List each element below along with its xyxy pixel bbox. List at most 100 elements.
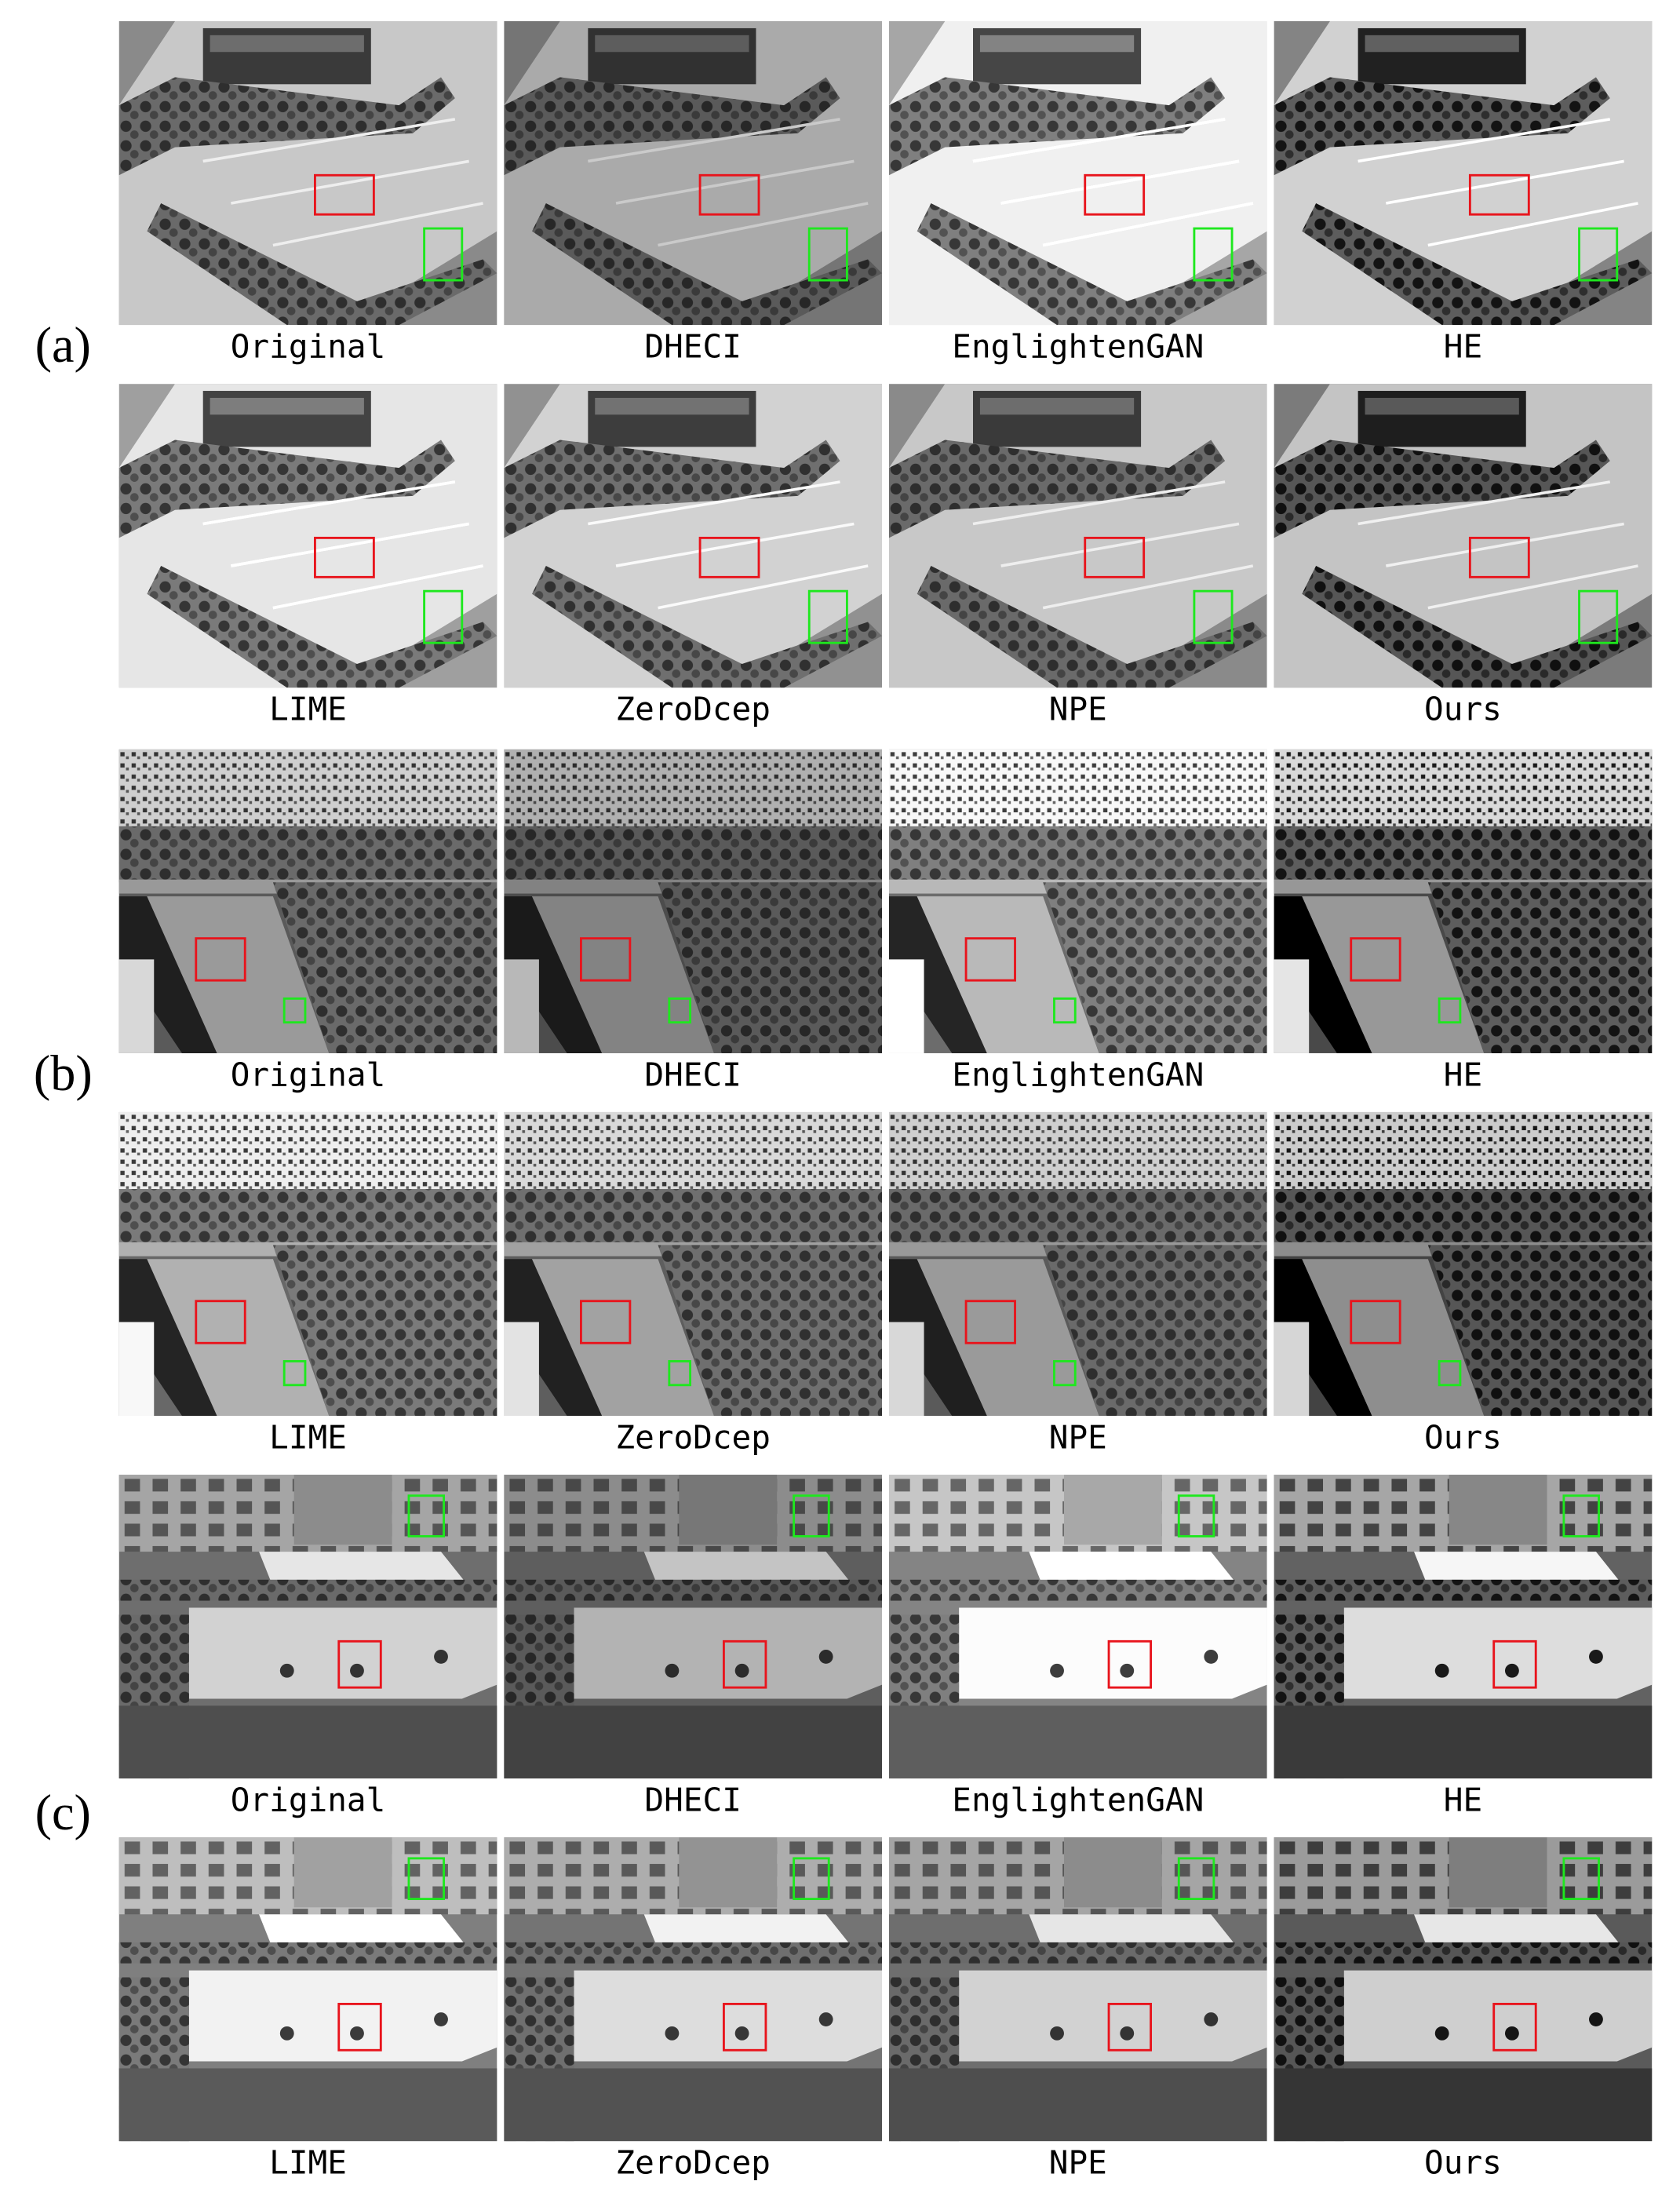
result-image [1274,1837,1653,2142]
group-label: (c) [35,1785,91,1840]
image-content [888,1111,1267,1417]
green-box [1177,1857,1215,1901]
red-box [698,536,760,578]
result-image [504,1837,883,2142]
caption: Original [231,1781,386,1818]
green-box [1562,1494,1600,1537]
red-box [580,1300,632,1344]
red-box [1468,173,1530,216]
result-image [1274,1474,1653,1779]
green-box [1438,1360,1462,1387]
caption: Ours [1424,1418,1502,1456]
red-box [1107,2002,1153,2052]
caption: EnglightenGAN [952,1056,1204,1093]
red-box [314,173,375,216]
caption: Original [231,1056,386,1093]
red-box [722,2002,767,2052]
caption: DHECI [644,1056,741,1093]
green-box [1438,997,1462,1024]
image-content [888,1474,1267,1779]
red-box [964,937,1016,982]
green-box [1578,227,1619,282]
group-label: (b) [34,1045,93,1101]
image-content [504,749,883,1053]
image-content [504,1837,883,2142]
red-box [1107,1639,1153,1689]
green-box [793,1857,830,1901]
image-content [1274,1111,1653,1417]
caption: DHECI [644,1781,741,1818]
green-box [1053,997,1077,1024]
caption: HE [1444,1056,1482,1093]
green-box [807,589,848,644]
green-box [1578,589,1619,644]
image-content [1274,1474,1653,1779]
caption: NPE [1049,691,1107,728]
result-image [504,749,883,1053]
caption: Ours [1424,691,1502,728]
caption: Ours [1424,2144,1502,2182]
image-content [888,1837,1267,2142]
green-box [282,1360,307,1387]
result-image [118,1474,497,1779]
result-image [118,749,497,1053]
result-image [118,1837,497,2142]
green-box [407,1857,446,1901]
result-image [888,1474,1267,1779]
caption: HE [1444,328,1482,366]
result-image [888,1837,1267,2142]
caption: LIME [269,691,347,728]
result-image [888,1111,1267,1417]
green-box [407,1494,446,1537]
red-box [1350,937,1401,982]
red-box [1492,1639,1537,1689]
red-box [1350,1300,1401,1344]
result-image [888,749,1267,1053]
green-box [668,1360,692,1387]
caption: EnglightenGAN [952,328,1204,366]
caption: ZeroDcep [615,691,771,728]
caption: HE [1444,1781,1482,1818]
red-box [1492,2002,1537,2052]
caption: NPE [1049,2144,1107,2182]
green-box [1177,1494,1215,1537]
red-box [964,1300,1016,1344]
red-box [698,173,760,216]
red-box [1468,536,1530,578]
red-box [722,1639,767,1689]
green-box [423,227,464,282]
caption: ZeroDcep [615,1418,771,1456]
result-image [504,1111,883,1417]
green-box [282,997,307,1024]
caption: LIME [269,1418,347,1456]
image-content [1274,1837,1653,2142]
image-content [118,1837,497,2142]
image-content [118,1474,497,1779]
caption: ZeroDcep [615,2144,771,2182]
image-content [118,1111,497,1417]
image-content [504,1474,883,1779]
green-box [1562,1857,1600,1901]
red-box [337,2002,382,2052]
image-content [118,749,497,1053]
red-box [1084,173,1146,216]
caption: LIME [269,2144,347,2182]
green-box [1193,589,1234,644]
image-content [888,749,1267,1053]
caption: DHECI [644,328,741,366]
green-box [423,589,464,644]
red-box [314,536,375,578]
green-box [1193,227,1234,282]
green-box [1053,1360,1077,1387]
result-image [504,1474,883,1779]
red-box [580,937,632,982]
red-box [337,1639,382,1689]
green-box [807,227,848,282]
red-box [195,937,246,982]
green-box [793,1494,830,1537]
caption: Original [231,328,386,366]
group-label: (a) [35,317,91,373]
image-content [504,1111,883,1417]
caption: NPE [1049,1418,1107,1456]
image-content [1274,749,1653,1053]
